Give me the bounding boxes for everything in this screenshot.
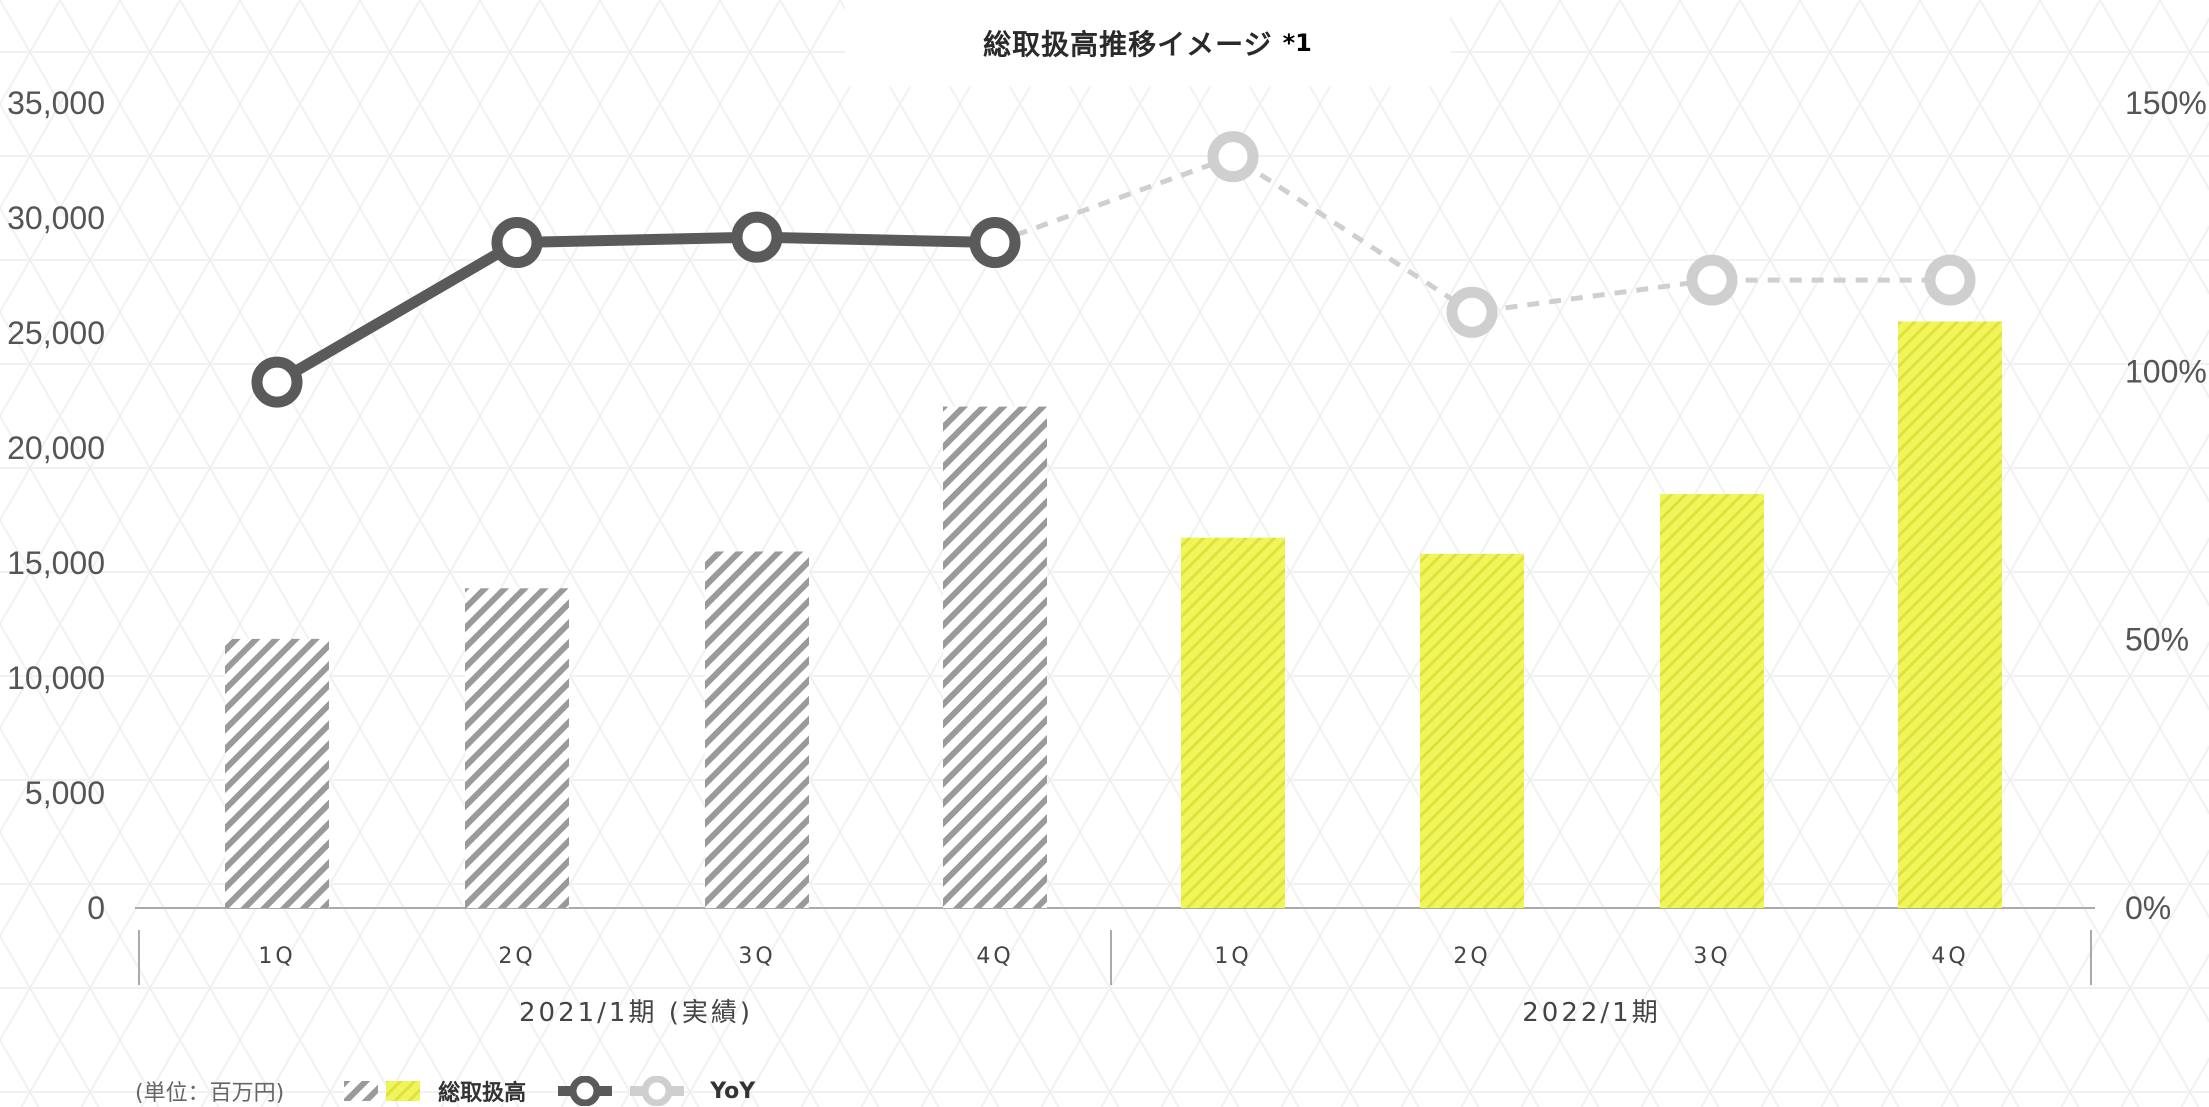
y-left-tick-label: 15,000 [7,545,105,581]
legend: (単位：百万円) 総取扱高 YoY [135,1075,785,1107]
group-label: 2022/1期 [1522,998,1660,1028]
bar [943,406,1047,908]
yoy-point [1207,131,1259,183]
yoy-point [1446,286,1498,338]
legend-line-swatch-icon [558,1076,685,1106]
yoy-point [251,356,303,408]
y-left-tick-label: 20,000 [7,430,105,466]
unit-label: (単位：百万円) [135,1081,285,1106]
x-tick-label: 2Q [1453,944,1490,969]
y-right-tick-label: 150% [2125,85,2207,121]
y-right-tick-label: 100% [2125,353,2207,389]
yoy-point [1686,254,1738,306]
y-left-tick-label: 5,000 [25,775,105,811]
y-right-tick-label: 50% [2125,622,2189,658]
bar [1420,553,1524,908]
legend-line-label: YoY [710,1078,756,1104]
x-tick-label: 1Q [258,944,295,969]
bar [225,638,329,908]
chart-title-note: *1 [1282,29,1312,57]
y-right-tick-label: 0% [2125,890,2171,926]
yoy-point [491,217,543,269]
chart-title: 総取扱高推移イメージ [983,28,1273,61]
chart-title-box: 総取扱高推移イメージ *1 [845,0,1450,86]
legend-bar-swatch-icon [344,1081,421,1101]
yoy-point [969,217,1021,269]
y-left-tick-label: 0 [87,890,105,926]
bar [1660,494,1764,908]
x-tick-label: 1Q [1214,944,1251,969]
x-tick-label: 4Q [976,944,1013,969]
group-label: 2021/1期 (実績) [519,998,753,1028]
x-tick-label: 2Q [498,944,535,969]
y-left-tick-label: 30,000 [7,200,105,236]
legend-bar-label: 総取扱高 [438,1081,527,1106]
x-tick-label: 3Q [1693,944,1730,969]
y-left-tick-label: 10,000 [7,660,105,696]
bar [465,588,569,908]
y-left-tick-label: 35,000 [7,85,105,121]
x-tick-label: 3Q [738,944,775,969]
bar [1181,537,1285,908]
bar [705,551,809,908]
x-tick-label: 4Q [1931,944,1968,969]
yoy-line-actual [274,231,996,387]
bar [1898,321,2002,908]
y-left-tick-label: 25,000 [7,315,105,351]
yoy-point [731,211,783,263]
yoy-point [1924,254,1976,306]
